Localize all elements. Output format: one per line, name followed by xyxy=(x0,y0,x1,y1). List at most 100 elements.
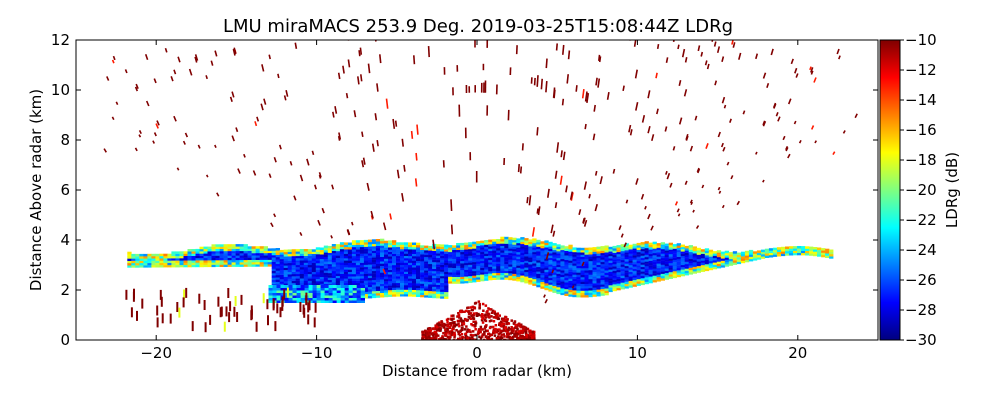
ldr-cell xyxy=(692,268,697,272)
noise-streak xyxy=(342,65,345,74)
ldr-cell xyxy=(444,280,449,284)
noise-streak xyxy=(612,168,616,174)
ldr-cell xyxy=(510,331,514,335)
ldr-cell xyxy=(463,310,466,313)
ldr-cell xyxy=(223,262,228,265)
ldr-cell xyxy=(628,269,633,272)
ldr-cell xyxy=(503,335,506,338)
ldr-cell xyxy=(568,267,573,270)
ldr-cell xyxy=(584,283,589,287)
ldr-cell xyxy=(247,246,252,249)
ldr-cell xyxy=(470,323,473,326)
ldr-cell xyxy=(531,334,535,337)
ldr-cell xyxy=(420,292,425,295)
ldr-cell xyxy=(760,256,766,259)
ldr-cell xyxy=(596,275,601,279)
ldr-cell xyxy=(400,269,405,272)
ldr-cell xyxy=(371,241,377,245)
ldr-cell xyxy=(498,322,501,325)
ldr-cell xyxy=(584,250,589,253)
ldr-cell xyxy=(279,263,284,266)
ldr-cell xyxy=(656,254,661,257)
ldr-cell xyxy=(628,271,633,275)
ldr-cell xyxy=(319,256,325,259)
ldr-cell xyxy=(436,262,441,265)
ldr-cell xyxy=(648,278,653,282)
ldr-cell xyxy=(528,268,533,272)
ldr-cell xyxy=(478,328,481,331)
ldr-cell xyxy=(288,297,293,301)
ldr-cell xyxy=(540,241,545,244)
ldr-cell xyxy=(512,322,516,325)
ldr-cell xyxy=(448,263,453,266)
ldr-cell xyxy=(424,286,429,289)
ldr-cell xyxy=(676,265,681,269)
ldr-cell xyxy=(604,286,609,289)
ldr-cell xyxy=(471,324,474,327)
ldr-cell xyxy=(624,272,629,276)
ldr-cell xyxy=(332,297,337,301)
ldr-cell xyxy=(536,242,541,245)
ldr-cell xyxy=(451,331,454,334)
ldr-cell xyxy=(644,243,649,246)
ldr-cell xyxy=(392,280,397,284)
noise-streak xyxy=(583,219,588,227)
ldr-cell xyxy=(460,258,465,262)
ldr-cell xyxy=(797,246,802,249)
ldr-cell xyxy=(348,292,353,296)
ldr-cell xyxy=(440,293,445,297)
ldr-cell xyxy=(335,282,341,285)
ldr-cell xyxy=(295,278,300,281)
ldr-cell xyxy=(453,336,456,339)
ldr-cell xyxy=(576,267,581,271)
ldr-cell xyxy=(620,253,625,256)
ldr-cell xyxy=(416,263,421,266)
ldr-cell xyxy=(560,267,565,271)
ldr-cell xyxy=(496,266,501,269)
ldr-cell xyxy=(584,279,589,282)
ldr-cell xyxy=(444,294,449,297)
ldr-cell xyxy=(576,285,581,289)
ldr-cell xyxy=(327,254,333,258)
ldr-cell xyxy=(371,286,377,290)
ldr-cell xyxy=(817,247,822,250)
noise-streak xyxy=(306,158,310,166)
ldr-cell xyxy=(616,285,621,289)
ldr-cell xyxy=(468,260,473,263)
ldr-cell xyxy=(616,247,621,250)
ldr-cell xyxy=(600,246,605,249)
ldr-cell xyxy=(478,313,481,317)
ldr-cell xyxy=(526,327,530,331)
ldr-cell xyxy=(468,262,473,265)
ldr-cell xyxy=(271,248,276,251)
ldr-cell xyxy=(704,261,710,265)
ldr-cell xyxy=(441,335,444,338)
noise-streak xyxy=(254,121,258,127)
ldr-cell xyxy=(504,248,509,251)
ldr-cell xyxy=(612,270,617,274)
ldr-cell xyxy=(307,255,313,259)
ldr-cell xyxy=(271,259,276,262)
ldr-cell xyxy=(448,269,453,273)
ldr-cell xyxy=(363,244,369,247)
ldr-cell xyxy=(239,246,244,249)
ldr-cell xyxy=(532,260,537,264)
ldr-cell xyxy=(584,268,589,271)
ldr-cell xyxy=(438,323,441,327)
ldr-cell xyxy=(508,277,513,281)
ldr-cell xyxy=(540,252,545,255)
ldr-cell xyxy=(809,251,814,254)
noise-streak xyxy=(293,195,297,201)
ldr-cell xyxy=(203,257,208,261)
ldr-cell xyxy=(355,278,361,281)
ldr-cell xyxy=(564,246,569,249)
ldr-cell xyxy=(375,243,381,246)
noise-streak xyxy=(785,147,789,152)
ldr-cell xyxy=(438,321,441,324)
ldr-cell xyxy=(384,258,389,262)
ldr-cell xyxy=(560,263,565,266)
ldr-cell xyxy=(628,249,633,252)
ldr-cell xyxy=(223,253,228,256)
ldr-cell xyxy=(476,259,481,262)
ldr-cell xyxy=(428,257,433,260)
